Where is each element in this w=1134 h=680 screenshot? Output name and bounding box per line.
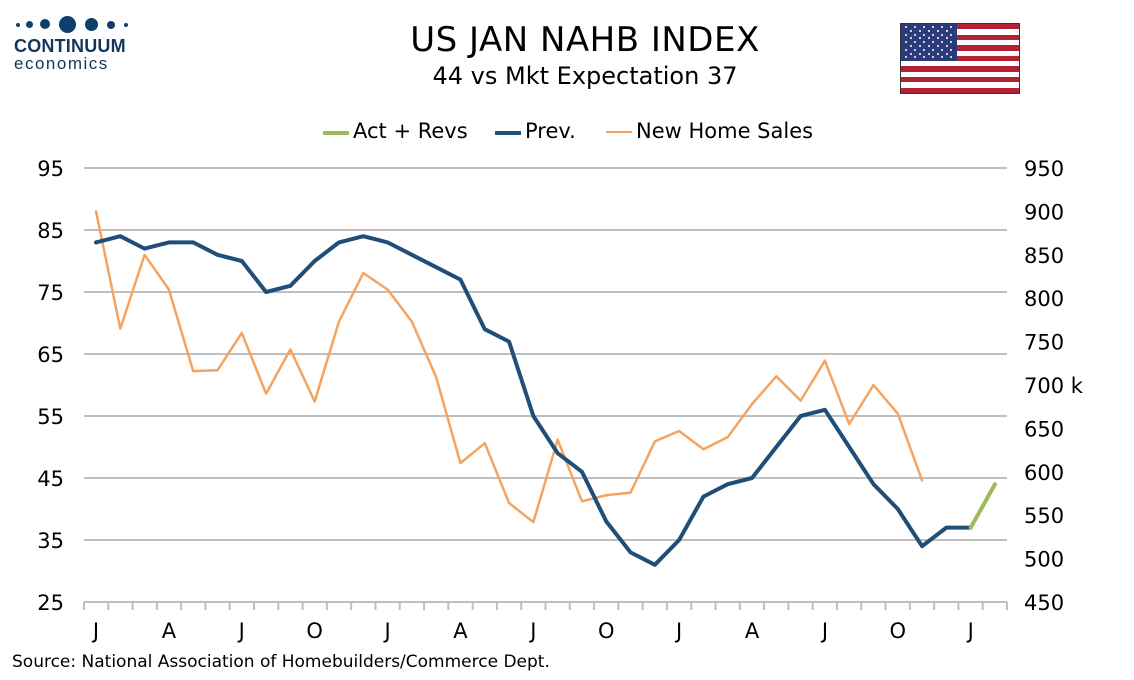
y-left-tick-label: 55 bbox=[37, 405, 64, 429]
y-right-tick-label: 850 bbox=[1024, 244, 1064, 268]
y-right-tick-label: 600 bbox=[1024, 461, 1064, 485]
y-left-tick-label: 75 bbox=[37, 281, 64, 305]
legend-label-prev: Prev. bbox=[525, 119, 576, 143]
y-left-tick-label: 95 bbox=[37, 157, 64, 181]
x-tick-label: J bbox=[237, 619, 245, 643]
x-tick-label: O bbox=[306, 619, 323, 643]
y-left-tick-label: 35 bbox=[37, 529, 64, 553]
x-tick-label: A bbox=[453, 619, 468, 643]
y-right-tick-label: 950 bbox=[1024, 157, 1064, 181]
legend-swatch-new-home-sales bbox=[606, 131, 632, 133]
y-right-tick-label: 650 bbox=[1024, 417, 1064, 441]
logo-wordmark-bottom: economics bbox=[14, 54, 109, 73]
y-left-tick-label: 85 bbox=[37, 219, 64, 243]
us-flag-icon bbox=[900, 23, 1020, 94]
x-tick-label: J bbox=[820, 619, 828, 643]
legend-label-act-revs: Act + Revs bbox=[353, 119, 468, 143]
source-note: Source: National Association of Homebuil… bbox=[12, 652, 550, 672]
series-line-act-revs bbox=[968, 482, 997, 530]
chart-legend: Act + Revs Prev. New Home Sales bbox=[0, 118, 1134, 146]
continuum-logo: CONTINUUM economics bbox=[14, 14, 144, 74]
y-right-tick-label: 500 bbox=[1024, 548, 1064, 572]
y-left-tick-label: 65 bbox=[37, 343, 64, 367]
chart-title: US JAN NAHB INDEX bbox=[410, 20, 760, 60]
chart-subtitle: 44 vs Mkt Expectation 37 bbox=[432, 62, 738, 90]
legend-label-new-home-sales: New Home Sales bbox=[636, 119, 814, 143]
y-right-tick-label: 750 bbox=[1024, 331, 1064, 355]
series-line-prev bbox=[94, 234, 973, 567]
y-left-tick-label: 45 bbox=[37, 467, 64, 491]
x-tick-label: J bbox=[91, 619, 99, 643]
legend-swatch-act-revs bbox=[323, 131, 349, 135]
x-tick-label: J bbox=[528, 619, 536, 643]
y-right-tick-label: 800 bbox=[1024, 287, 1064, 311]
x-tick-label: J bbox=[966, 619, 974, 643]
logo-dots-icon bbox=[14, 14, 144, 36]
x-tick-label: J bbox=[382, 619, 390, 643]
y-right-tick-label: 450 bbox=[1024, 591, 1064, 615]
x-tick-label: O bbox=[890, 619, 907, 643]
y-left-tick-label: 25 bbox=[37, 591, 64, 615]
y-right-tick-label: 700 k bbox=[1024, 374, 1084, 398]
y-right-tick-label: 900 bbox=[1024, 200, 1064, 224]
series-line-new-home-sales bbox=[94, 210, 924, 524]
legend-swatch-prev bbox=[495, 131, 521, 135]
x-tick-label: O bbox=[598, 619, 615, 643]
x-tick-label: A bbox=[162, 619, 177, 643]
x-tick-label: A bbox=[745, 619, 760, 643]
logo-wordmark-top: CONTINUUM bbox=[14, 36, 126, 56]
y-right-tick-label: 550 bbox=[1024, 504, 1064, 528]
x-tick-label: J bbox=[674, 619, 682, 643]
line-chart: 25 35 45 55 65 75 85 95 450 500 550 600 650 700 k 750 8… bbox=[37, 157, 1084, 643]
